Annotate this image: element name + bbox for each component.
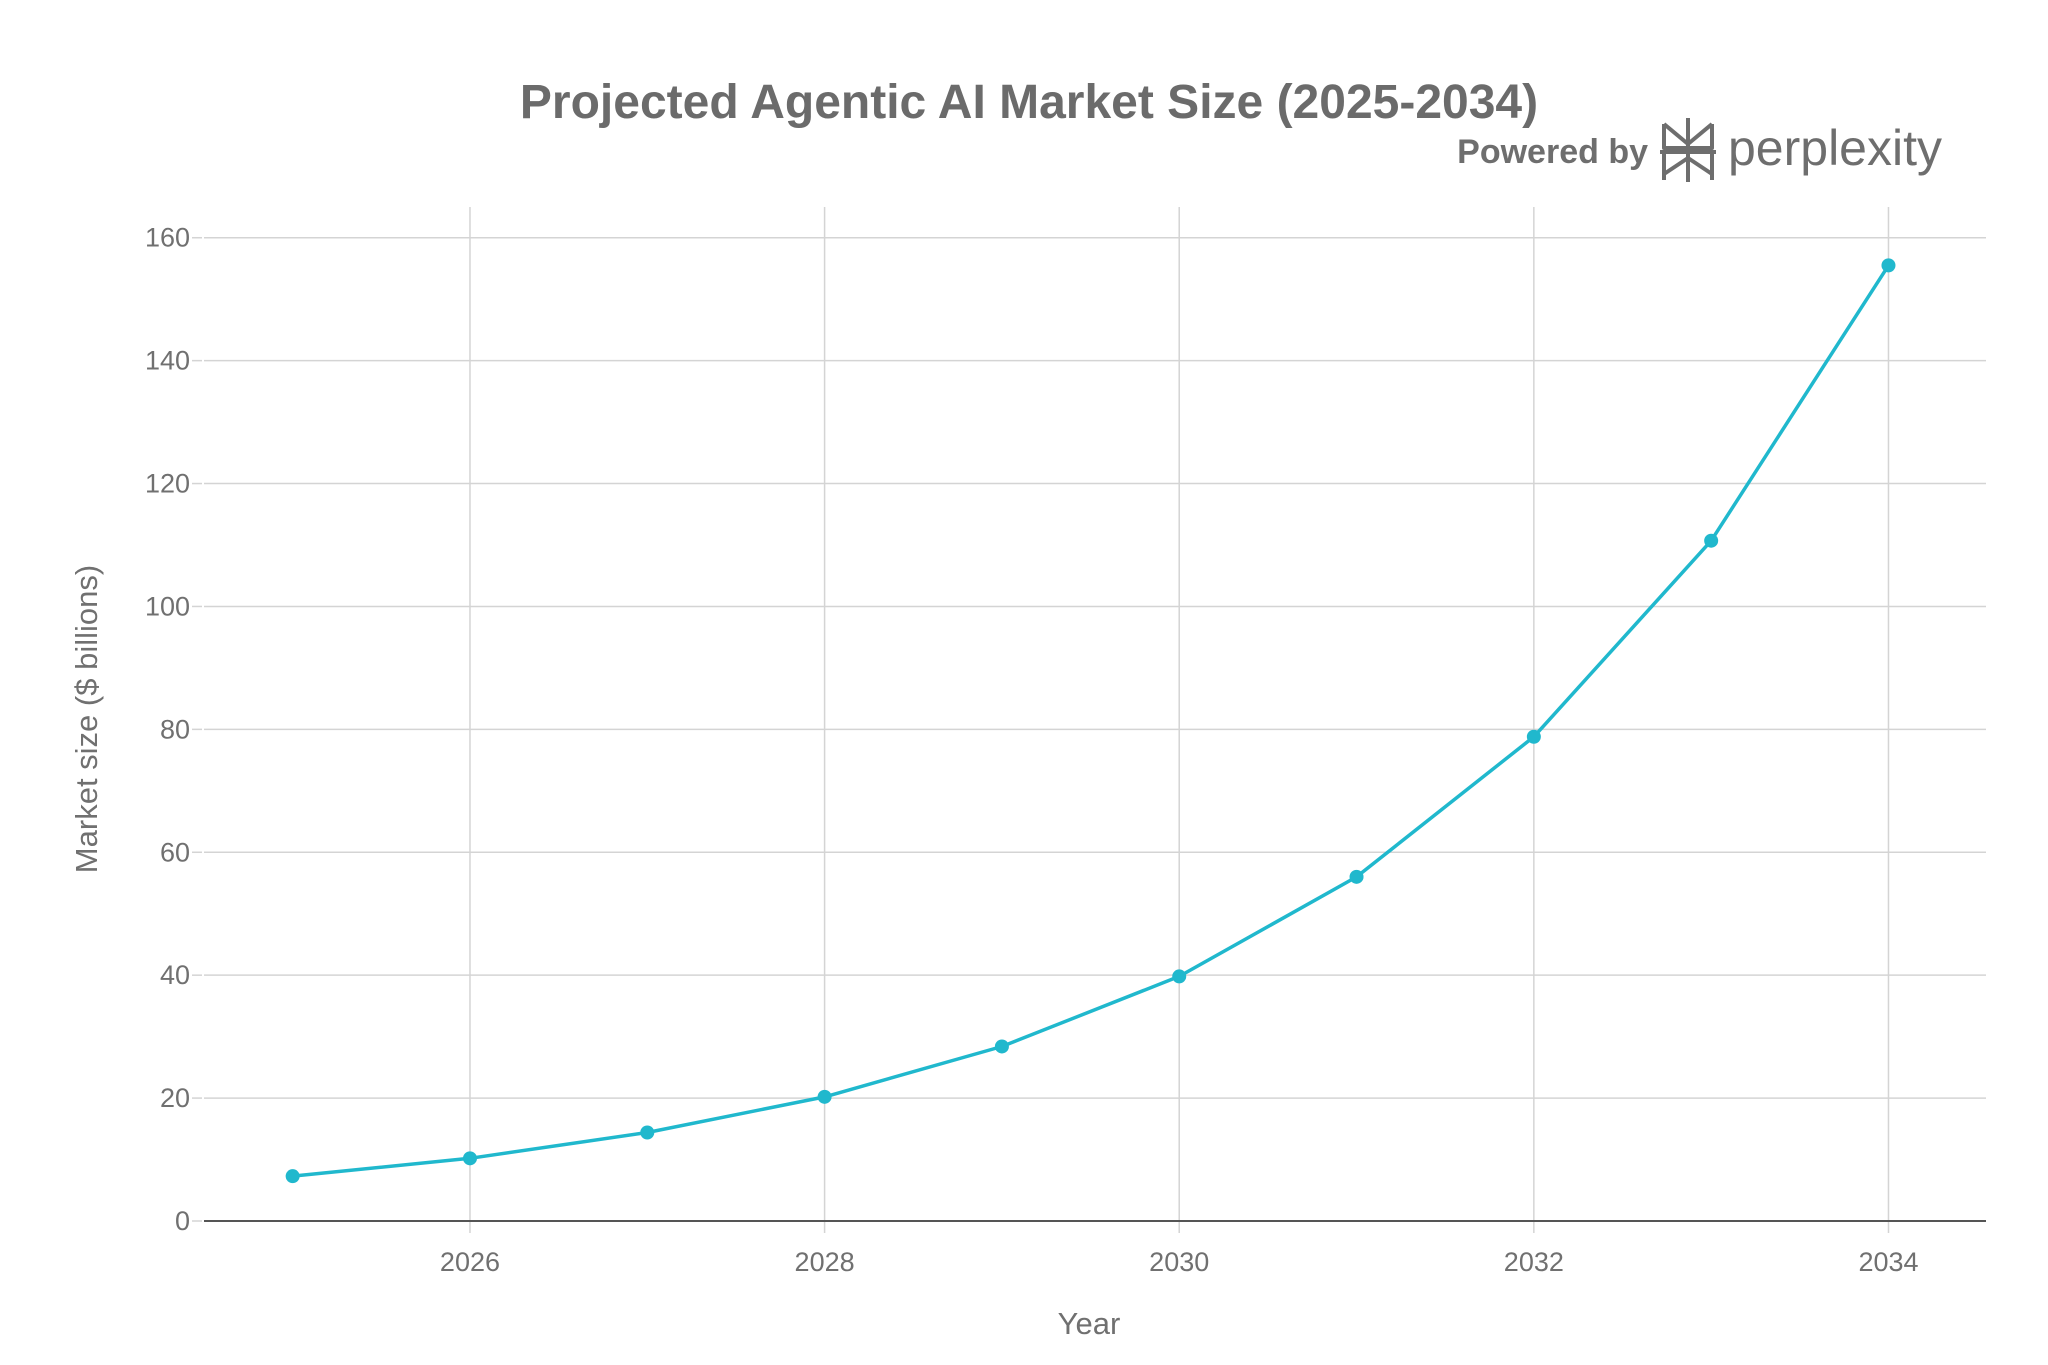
- data-point: [994, 1039, 1009, 1054]
- y-tick-label: 0: [175, 1206, 190, 1236]
- x-tick-label: 2030: [1149, 1247, 1209, 1277]
- chart-title: Projected Agentic AI Market Size (2025-2…: [520, 76, 1538, 129]
- y-axis-title: Market size ($ billions): [69, 565, 104, 873]
- x-gridlines: [469, 207, 1890, 1233]
- y-tick-label: 140: [145, 346, 190, 376]
- y-tick-labels: 0 20 40 60 80 100 120 140 160: [145, 223, 190, 1236]
- data-point: [1881, 258, 1896, 273]
- x-tick-label: 2026: [440, 1247, 500, 1277]
- x-tick-label: 2034: [1858, 1247, 1918, 1277]
- x-tick-label: 2032: [1504, 1247, 1564, 1277]
- x-tick-label: 2028: [795, 1247, 855, 1277]
- y-tick-label: 80: [160, 714, 190, 744]
- x-axis-title: Year: [1058, 1306, 1121, 1341]
- y-tick-label: 120: [145, 469, 190, 499]
- data-point: [285, 1169, 300, 1184]
- series-line: [292, 264, 1890, 1178]
- data-point: [1172, 969, 1187, 984]
- branding: Powered by perplexity: [1457, 118, 1942, 182]
- y-tick-label: 20: [160, 1083, 190, 1113]
- series-layer: [285, 258, 1896, 1184]
- y-tick-label: 40: [160, 960, 190, 990]
- data-point: [462, 1151, 477, 1166]
- data-point: [1704, 533, 1719, 548]
- perplexity-logo-icon: [1660, 118, 1716, 182]
- y-tick-label: 100: [145, 591, 190, 621]
- x-tick-labels: 2026 2028 2030 2032 2034: [440, 1247, 1919, 1277]
- data-point: [817, 1089, 832, 1104]
- data-point: [1526, 729, 1541, 744]
- data-point: [1349, 869, 1364, 884]
- y-tick-label: 60: [160, 837, 190, 867]
- y-gridlines: [192, 236, 1986, 1222]
- perplexity-wordmark: perplexity: [1728, 120, 1942, 176]
- y-tick-label: 160: [145, 223, 190, 253]
- data-point: [640, 1125, 655, 1140]
- powered-by-label: Powered by: [1457, 133, 1648, 171]
